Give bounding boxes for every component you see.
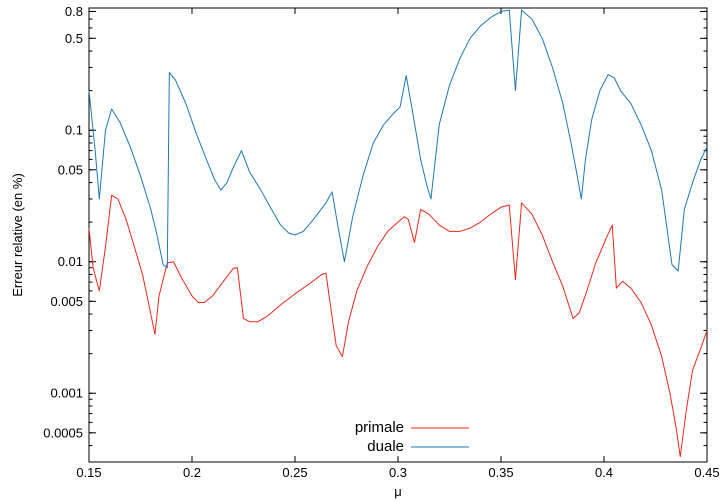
x-axis-label: μ xyxy=(394,484,402,499)
legend-label-duale: duale xyxy=(367,438,404,455)
x-tick-label: 0.2 xyxy=(183,465,201,480)
x-tick-label: 0.3 xyxy=(389,465,407,480)
x-tick-label: 0.4 xyxy=(595,465,613,480)
x-tick-label: 0.15 xyxy=(76,465,101,480)
y-axis-label: Erreur relative (en %) xyxy=(10,173,25,297)
y-tick-label: 0.001 xyxy=(50,386,83,401)
x-tick-label: 0.45 xyxy=(694,465,719,480)
legend: primale duale xyxy=(355,419,469,455)
plot-frame xyxy=(88,7,708,463)
y-tick-label: 0.8 xyxy=(65,4,83,19)
y-tick-label: 0.1 xyxy=(65,123,83,138)
y-tick-label: 0.01 xyxy=(58,254,83,269)
y-tick-label: 0.0005 xyxy=(43,425,83,440)
legend-label-primale: primale xyxy=(355,419,404,436)
axis-ticks: 0.15 0.2 0.25 0.3 0.35 0.4 0.45 0.0005 0.001 0.00… xyxy=(43,4,719,480)
series-line-primale xyxy=(88,194,708,458)
x-tick-label: 0.35 xyxy=(488,465,513,480)
series-line-duale xyxy=(88,9,708,272)
x-tick-label: 0.25 xyxy=(282,465,307,480)
y-tick-label: 0.5 xyxy=(65,31,83,46)
y-tick-label: 0.05 xyxy=(58,162,83,177)
y-tick-label: 0.005 xyxy=(50,294,83,309)
series-lines xyxy=(88,9,708,458)
